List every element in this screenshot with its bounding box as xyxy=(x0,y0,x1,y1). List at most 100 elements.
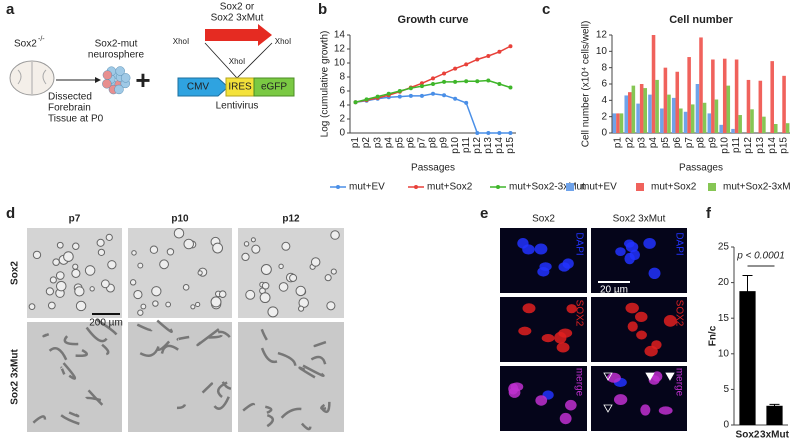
y-tick-label: 0 xyxy=(723,420,729,431)
x-tick-label: p13 xyxy=(755,137,766,154)
sphere xyxy=(278,282,289,292)
nucleus xyxy=(634,311,648,322)
element-label: IRES xyxy=(228,82,252,93)
annotation: p < 0.0001 xyxy=(736,251,785,262)
legend-label: mut+Sox2-3xMut xyxy=(509,182,585,193)
data-point xyxy=(419,93,424,98)
cell-network xyxy=(85,396,102,402)
insert-arrow xyxy=(205,24,272,46)
bar xyxy=(758,80,763,133)
y-tick-label: 8 xyxy=(339,72,345,83)
sphere xyxy=(74,286,85,297)
x-tick-label: p2 xyxy=(624,137,635,149)
bar xyxy=(695,84,700,133)
nucleus xyxy=(643,237,656,249)
sphere xyxy=(137,262,144,269)
x-tick-label: p15 xyxy=(779,137,790,154)
sphere xyxy=(100,279,110,289)
element-label: CMV xyxy=(187,82,210,93)
cell-network xyxy=(260,328,268,341)
bar xyxy=(651,35,656,133)
scale-bar-label: 20 µm xyxy=(600,285,628,296)
bar xyxy=(687,57,691,133)
y-tick-label: 2 xyxy=(601,111,607,122)
sphere xyxy=(261,281,270,290)
nucleus xyxy=(640,404,651,416)
cmv-box xyxy=(177,77,229,97)
cell-network xyxy=(139,346,160,357)
sphere xyxy=(241,252,250,262)
sphere xyxy=(151,286,162,297)
x-tick-label: 3xMut xyxy=(760,430,790,441)
y-tick-label: 5 xyxy=(723,384,729,395)
bar xyxy=(707,113,712,133)
bar xyxy=(639,84,644,133)
legend-swatch xyxy=(414,185,418,189)
sphere xyxy=(165,301,172,308)
nucleus xyxy=(510,382,524,392)
x-tick-label: p1 xyxy=(613,137,624,149)
x-tick-label: p4 xyxy=(383,137,394,149)
insert-label: Sox2 or xyxy=(220,2,255,13)
y-axis-label: Cell number (x10⁴ cells/well) xyxy=(581,21,592,148)
bar xyxy=(726,85,731,133)
legend-label: mut+EV xyxy=(349,182,385,193)
micrograph xyxy=(238,322,344,432)
sphere xyxy=(47,301,56,310)
sphere xyxy=(278,263,284,269)
nucleus xyxy=(566,304,577,314)
x-tick-label: p8 xyxy=(696,137,707,149)
nucleus xyxy=(625,241,639,253)
arrowhead xyxy=(603,404,613,413)
bar xyxy=(738,115,742,133)
neurosphere-label: Sox2-mut xyxy=(95,39,138,50)
bar xyxy=(683,111,688,133)
cell-network xyxy=(48,347,68,361)
sphere xyxy=(107,260,117,270)
sphere xyxy=(195,301,201,308)
nucleus xyxy=(615,247,626,257)
nucleus xyxy=(535,395,548,406)
cell-network xyxy=(176,335,190,341)
element-label: eGFP xyxy=(261,82,287,93)
data-point xyxy=(475,57,480,62)
bar xyxy=(655,79,659,133)
chart-title: Cell number xyxy=(669,14,733,26)
sphere xyxy=(28,303,36,311)
legend-swatch xyxy=(336,185,340,189)
sphere xyxy=(89,286,95,292)
cell-network xyxy=(160,344,179,354)
sphere xyxy=(183,238,194,250)
y-axis-label: Log (cumulative growth) xyxy=(320,31,331,138)
data-point xyxy=(475,131,480,135)
cell-network xyxy=(95,318,118,336)
cell-network xyxy=(242,402,256,412)
sphere xyxy=(149,245,159,254)
sphere xyxy=(75,300,87,312)
data-point xyxy=(431,82,435,86)
bar xyxy=(782,75,786,133)
data-point xyxy=(497,82,502,86)
channel-label: merge xyxy=(573,368,584,397)
bar xyxy=(773,124,778,133)
dissection-label: Dissected xyxy=(48,92,92,103)
panel-label: c xyxy=(542,1,550,18)
nucleus xyxy=(627,321,638,332)
data-point xyxy=(375,94,380,99)
bar xyxy=(750,109,754,133)
sphere xyxy=(63,251,74,262)
sphere xyxy=(105,233,113,241)
cell-network xyxy=(63,335,79,346)
data-point xyxy=(497,49,502,54)
neurosphere-label: neurosphere xyxy=(88,50,145,61)
dissection-label: Tissue at P0 xyxy=(48,114,104,125)
legend-swatch xyxy=(566,183,574,191)
sphere xyxy=(72,263,79,270)
sphere xyxy=(56,241,64,249)
data-point xyxy=(453,66,458,71)
bar xyxy=(731,128,735,133)
sphere xyxy=(245,289,256,300)
x-tick-label: p9 xyxy=(708,137,719,149)
channel-label: SOX2 xyxy=(573,300,584,327)
